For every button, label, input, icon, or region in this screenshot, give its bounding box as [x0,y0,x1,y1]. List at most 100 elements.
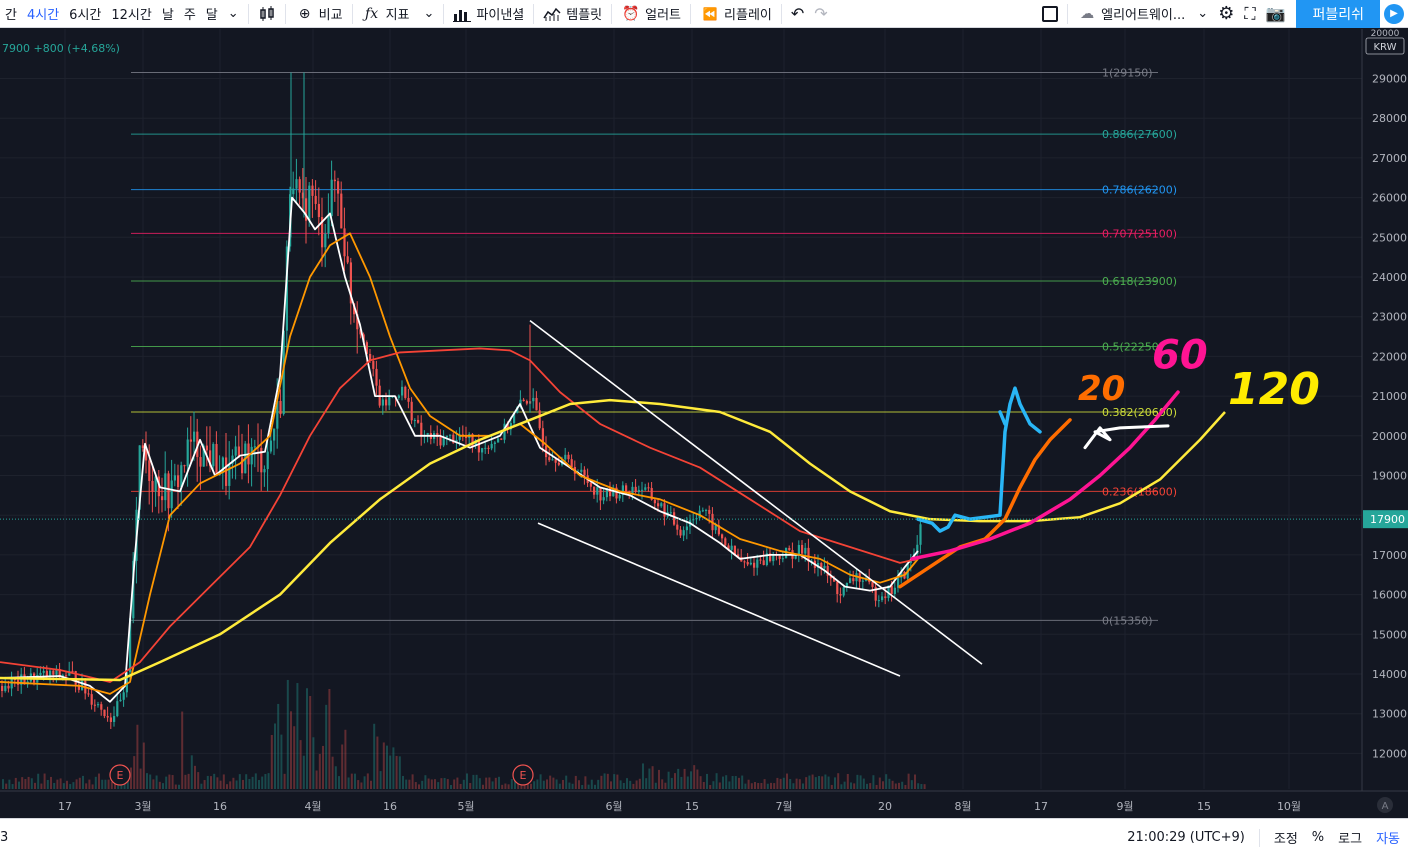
volume-bar [898,782,900,789]
log-toggle[interactable]: 로그 [1338,832,1363,847]
candle-body [749,562,752,565]
volume-bar [251,776,254,789]
volume-bar [584,776,587,789]
candle-body [477,440,480,453]
volume-bar [299,740,302,789]
alert-button[interactable]: ⏰ 얼러트 [616,0,686,28]
percent-toggle[interactable]: % [1311,830,1325,845]
volume-bar [456,777,459,789]
compare-button[interactable]: ⊕ 비교 [290,0,348,28]
volume-bar [318,753,321,789]
candle-body [4,685,7,692]
candle-body [682,530,685,536]
candle-body [564,454,567,460]
interval-4h[interactable]: 4시간 [26,8,60,23]
interval-month[interactable]: 달 [205,8,218,23]
volume-bar [72,782,75,789]
volume-bar [779,778,782,789]
play-button[interactable]: ▶ [1380,0,1408,28]
volume-bar [683,768,686,789]
candle-body [49,670,52,677]
chart-type-button[interactable] [253,0,281,28]
candle-body [532,397,535,402]
fib-retracement[interactable]: 1(29150) 0.886(27600) 0.786(26200) 0.707(25… [131,67,1177,628]
interval-week[interactable]: 주 [183,8,196,23]
price-axis-bg [1362,29,1408,789]
volume-bar [139,768,142,789]
volume-bar [296,683,299,789]
volume-bar [872,775,875,789]
candle-body [852,578,855,582]
candle-body [625,485,628,492]
time-axis[interactable]: 17 3월 16 4월 16 5월 6월 15 7월 20 8월 17 9월 15 10월 A [0,790,1408,818]
volume-bar [888,778,891,789]
redo-button[interactable]: ↷ [809,0,832,28]
candle-body [589,482,592,487]
volume-bar [571,783,574,789]
earnings-marker-label: E [520,769,527,782]
price-tick-label: 12000 [1372,747,1407,760]
candle-body [490,443,493,449]
financials-button[interactable]: 파이낸셜 [448,0,529,28]
volume-bar [603,773,606,789]
candle-body [583,469,586,476]
volume-bar [322,745,324,789]
volume-bar [808,775,811,789]
replay-button[interactable]: ⏪ 리플레이 [695,0,777,28]
price-axis[interactable]: 20000 KRW 29000 28000 27000 26000 25000 24000 23… [1361,29,1408,818]
volume-bar [424,775,427,789]
undo-button[interactable]: ↶ [786,0,809,28]
candle-body [404,386,407,398]
candle-body [893,587,896,594]
volume-bar [462,779,465,789]
interval-dropdown-icon[interactable]: ⌄ [227,6,239,21]
volume-bar [594,784,596,789]
candle-body [826,565,829,576]
candle-body [705,509,708,511]
candle-body [897,577,900,588]
last-price-label: 17900 [1370,513,1405,526]
candle-body [452,434,455,443]
candle-body [877,600,880,602]
volume-bar [386,745,388,789]
settings-button[interactable]: ⚙ [1213,0,1239,28]
fullscreen-button[interactable]: ⛶ [1239,0,1260,28]
volume-bar [741,775,744,789]
time-tick-label: 3월 [134,800,151,813]
layout-name-dropdown[interactable]: ☁ 엘리어트웨이... ⌄ [1072,0,1213,28]
candle-body [253,446,256,448]
user-drawings[interactable]: 20 60 120 E E [0,320,1362,786]
templates-button[interactable]: 템플릿 [538,0,607,28]
candle-body [106,716,109,718]
price-tick-label: 23000 [1372,311,1407,324]
interval-day[interactable]: 날 [161,8,174,23]
interval-partial[interactable]: 간 [5,8,17,23]
volume-bar [37,773,40,789]
price-chart[interactable]: 1(29150) 0.886(27600) 0.786(26200) 0.707(25… [0,29,1408,818]
auto-toggle[interactable]: 자동 [1376,832,1400,847]
volume-bar [290,711,292,789]
chart-grid [0,29,1362,789]
candle-body [369,353,372,362]
candle-body [189,439,192,442]
publish-button[interactable]: 퍼블리쉬 [1296,0,1380,28]
candle-body [324,233,327,248]
volume-bar [136,724,139,789]
snapshot-button[interactable]: 📷 [1261,0,1291,28]
volume-bar [165,776,168,789]
candle-body [765,553,768,566]
volume-bar [712,781,715,789]
layout-button[interactable] [1037,0,1063,28]
interval-12h[interactable]: 12시간 [111,8,152,23]
interval-6h[interactable]: 6시간 [69,8,102,23]
adjust-toggle[interactable]: 조정 [1273,832,1298,847]
volume-bar [597,779,600,789]
candle-body [116,701,119,717]
white-scribble [1083,424,1170,450]
indicators-button[interactable]: ƒx 지표 ⌄ [357,0,440,28]
price-tick-label: 26000 [1372,192,1407,205]
candle-body [781,558,784,560]
candle-body [676,524,679,530]
volume-bar [78,777,81,789]
clock-time[interactable]: 21:00:29 (UTC+9) [1127,830,1245,845]
